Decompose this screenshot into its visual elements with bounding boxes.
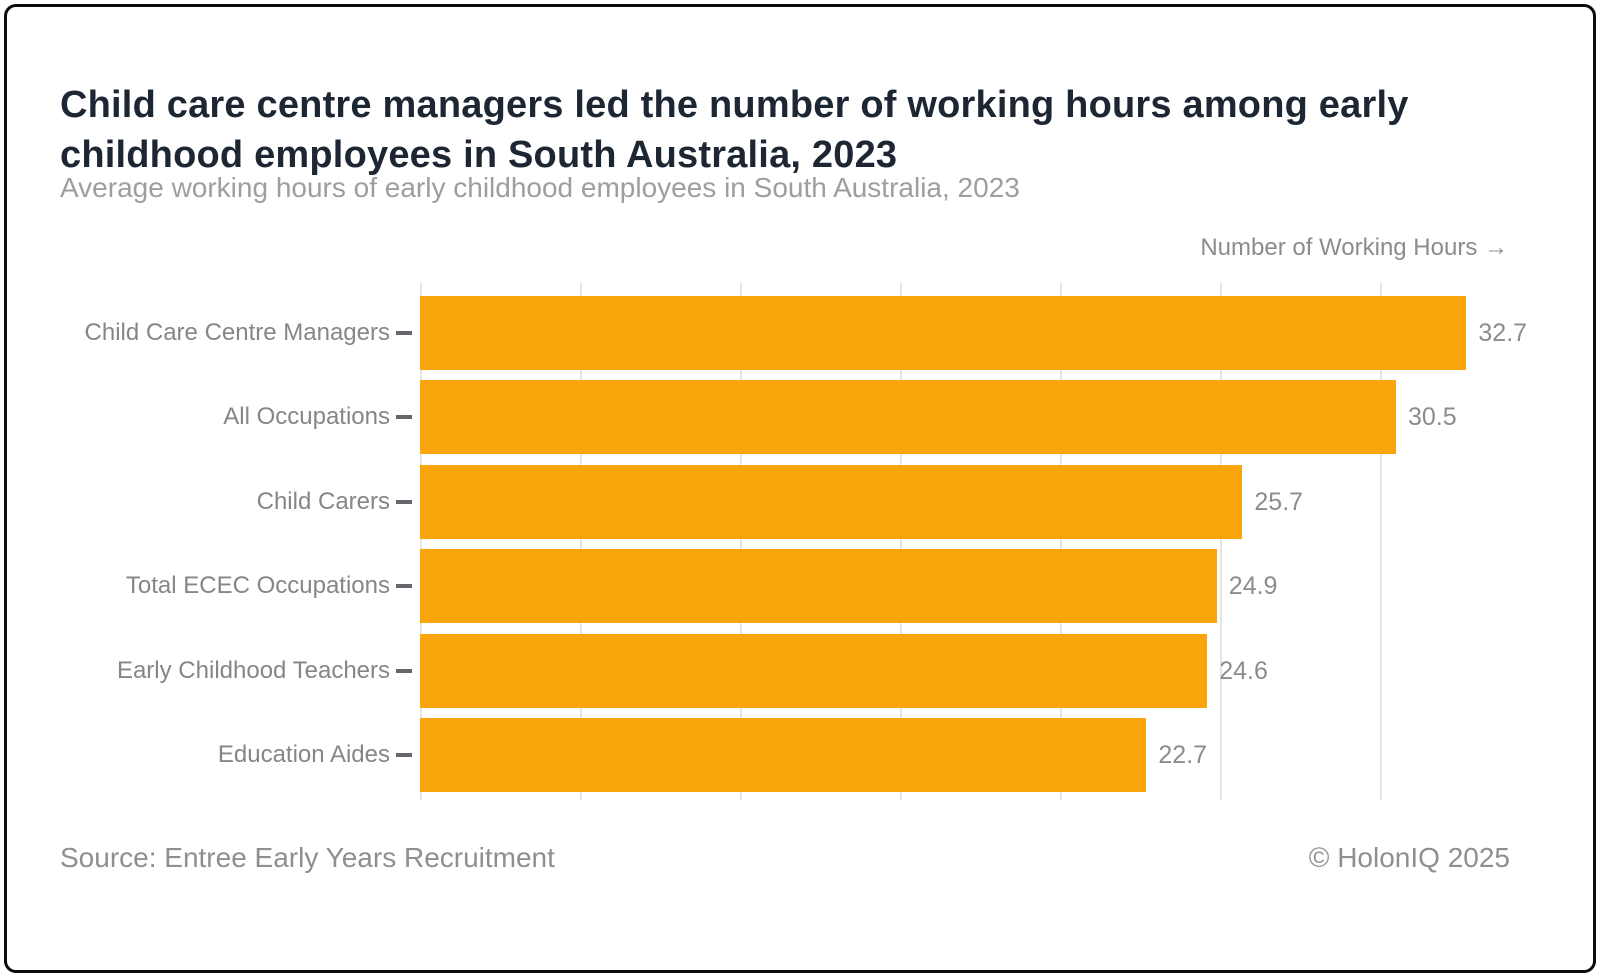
- bar-row: Education Aides 22.7: [0, 718, 1600, 792]
- bar-row: Early Childhood Teachers 24.6: [0, 634, 1600, 708]
- value-label: 30.5: [1408, 403, 1457, 431]
- value-label: 24.6: [1219, 657, 1268, 685]
- bar-row: All Occupations 30.5: [0, 380, 1600, 454]
- bar: [420, 549, 1217, 623]
- gridline-20: [1060, 283, 1062, 800]
- category-label: Child Carers: [256, 488, 390, 515]
- copyright-text: © HolonIQ 2025: [1308, 842, 1510, 873]
- category-label: Education Aides: [217, 741, 390, 768]
- source-text: Source: Entree Early Years Recruitment: [60, 842, 555, 873]
- axis-tick: [396, 500, 412, 504]
- gridline-25: [1220, 283, 1222, 800]
- axis-tick: [396, 584, 412, 588]
- gridline-10: [740, 283, 742, 800]
- axis-tick: [396, 331, 412, 335]
- bar: [420, 380, 1396, 454]
- axis-tick: [396, 753, 412, 757]
- gridline-30: [1380, 283, 1382, 800]
- value-label: 22.7: [1158, 741, 1208, 769]
- bar: [420, 634, 1208, 708]
- gridline-5: [580, 283, 582, 800]
- axis-tick: [396, 415, 412, 419]
- chart-subtitle: Average working hours of early childhood…: [60, 172, 1020, 203]
- plot-area: [420, 283, 1540, 800]
- x-axis-label: Number of Working Hours →: [1200, 234, 1508, 261]
- category-label: Child Care Centre Managers: [84, 319, 390, 346]
- axis-tick: [396, 669, 412, 673]
- bar-row: Total ECEC Occupations 24.9: [0, 549, 1600, 623]
- bar: [420, 465, 1243, 539]
- bar-rows: Child Care Centre Managers 32.7 All Occupa…: [0, 296, 1600, 792]
- bar: [420, 296, 1467, 370]
- chart-title: Child care centre managers led the numbe…: [60, 84, 1409, 177]
- value-label: 32.7: [1478, 319, 1528, 347]
- gridline-15: [900, 283, 902, 800]
- bar-row: Child Care Centre Managers 32.7: [0, 296, 1600, 370]
- bar-row: Child Carers 25.7: [0, 465, 1600, 539]
- bar: [420, 718, 1147, 792]
- category-label: All Occupations: [223, 403, 390, 430]
- gridline-0: [420, 283, 422, 800]
- value-label: 24.9: [1228, 572, 1278, 600]
- value-label: 25.7: [1254, 488, 1304, 516]
- category-label: Early Childhood Teachers: [116, 657, 390, 684]
- category-label: Total ECEC Occupations: [125, 572, 390, 599]
